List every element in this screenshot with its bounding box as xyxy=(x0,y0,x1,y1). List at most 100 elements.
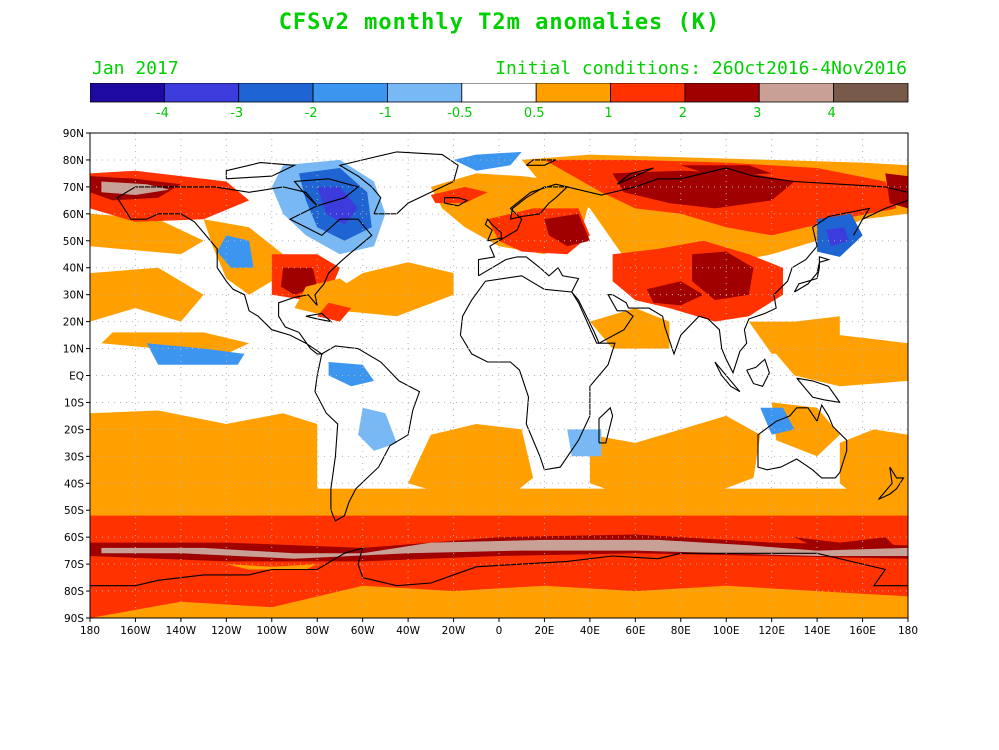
colorbar-bin xyxy=(610,83,686,103)
colorbar-label: -0.5 xyxy=(447,106,472,121)
lon-label: 100E xyxy=(713,625,740,637)
anomaly-region xyxy=(90,213,204,255)
lon-label: 60E xyxy=(625,625,645,637)
lat-label: 80N xyxy=(63,155,84,167)
anomaly-region xyxy=(294,278,363,317)
anomaly-region xyxy=(101,539,908,559)
lon-label: 120E xyxy=(758,625,785,637)
coastline xyxy=(314,345,421,522)
coastline xyxy=(477,167,909,375)
coastline xyxy=(293,178,360,207)
anomaly-region xyxy=(217,235,254,268)
anomaly-region xyxy=(328,262,454,317)
anomaly-region xyxy=(90,534,908,562)
anomaly-region xyxy=(271,254,340,301)
lon-label: 180 xyxy=(80,625,100,637)
colorbar-bin xyxy=(758,83,835,103)
anomaly-region xyxy=(90,585,908,618)
lat-label: 90N xyxy=(63,128,84,140)
coastline xyxy=(443,197,469,207)
lon-label: 120W xyxy=(211,625,242,637)
coastline xyxy=(90,547,908,587)
lat-label: 70N xyxy=(63,182,84,194)
anomaly-region xyxy=(90,170,250,222)
anomaly-region xyxy=(90,553,908,586)
anomaly-region xyxy=(408,424,534,505)
anomaly-region xyxy=(430,173,590,255)
lon-label: 180 xyxy=(898,625,918,637)
lon-label: 60W xyxy=(351,625,375,637)
map-frame xyxy=(89,132,909,619)
colorbar-label: -2 xyxy=(305,106,318,121)
colorbar-label: 0.5 xyxy=(524,106,545,121)
lon-label: 40W xyxy=(396,625,420,637)
coastline xyxy=(509,186,569,220)
anomaly-region xyxy=(521,154,908,274)
coastline xyxy=(796,377,842,404)
colorbar-bin xyxy=(461,83,537,103)
colorbar-bin xyxy=(684,83,760,103)
colorbar-label: 2 xyxy=(679,106,687,121)
anomaly-region xyxy=(760,407,795,435)
coastlines xyxy=(90,151,909,587)
lon-label: 80E xyxy=(671,625,691,637)
coastline xyxy=(484,218,502,242)
anomaly-region xyxy=(826,227,849,247)
anomaly-region xyxy=(299,168,372,241)
anomaly-region xyxy=(146,343,245,365)
anomaly-region xyxy=(101,181,170,195)
lat-label: 20N xyxy=(63,317,84,329)
colorbar-bin xyxy=(312,83,388,103)
colorbar-bin xyxy=(163,83,240,103)
anomaly-band xyxy=(90,488,908,618)
coastline xyxy=(793,256,831,293)
coastline xyxy=(746,358,770,387)
coastline xyxy=(116,186,373,355)
lon-label: 160E xyxy=(849,625,876,637)
anomaly-region xyxy=(317,302,352,322)
lat-label: EQ xyxy=(69,371,84,383)
anomaly-region xyxy=(589,415,761,500)
anomaly-region xyxy=(90,267,204,322)
coastline xyxy=(616,167,654,185)
coastline xyxy=(459,275,616,471)
map-background xyxy=(90,133,908,618)
anomaly-region xyxy=(646,281,704,306)
anomaly-region xyxy=(226,564,318,570)
coastline xyxy=(305,312,333,323)
lat-label: 30N xyxy=(63,290,84,302)
anomaly-region xyxy=(748,316,840,354)
lat-label: 80S xyxy=(64,586,84,598)
colorbar-label: -4 xyxy=(156,106,169,121)
coastline xyxy=(225,162,297,180)
lat-label: 40N xyxy=(63,263,84,275)
forecast-month: Jan 2017 xyxy=(92,58,179,79)
lat-label: 40S xyxy=(64,478,84,490)
anomaly-region xyxy=(612,240,783,322)
lat-label: 50S xyxy=(64,505,84,517)
colorbar-label: -3 xyxy=(230,106,243,121)
chart-title: CFSv2 monthly T2m anomalies (K) xyxy=(278,10,721,35)
lon-label: 100W xyxy=(257,625,288,637)
anomaly-region xyxy=(90,176,181,201)
anomaly-region xyxy=(280,267,318,295)
lon-label: 20E xyxy=(534,625,554,637)
anomaly-region xyxy=(589,308,670,349)
coastline xyxy=(338,151,459,215)
anomaly-region xyxy=(839,429,908,503)
colorbar-label: 4 xyxy=(827,106,835,121)
initial-conditions: Initial conditions: 26Oct2016-4Nov2016 xyxy=(495,58,907,79)
colorbar-label: 3 xyxy=(753,106,761,121)
anomaly-region xyxy=(453,151,522,171)
anomaly-region xyxy=(612,170,795,209)
anomaly-region xyxy=(271,159,386,255)
anomaly-region xyxy=(544,159,897,236)
lon-label: 20W xyxy=(442,625,466,637)
anomaly-region xyxy=(771,335,908,387)
colorbar-bin xyxy=(238,83,314,103)
lat-label: 70S xyxy=(64,559,84,571)
coastline xyxy=(598,406,614,444)
coastline xyxy=(714,361,741,393)
anomaly-region xyxy=(567,429,602,457)
anomaly-region xyxy=(317,186,359,225)
